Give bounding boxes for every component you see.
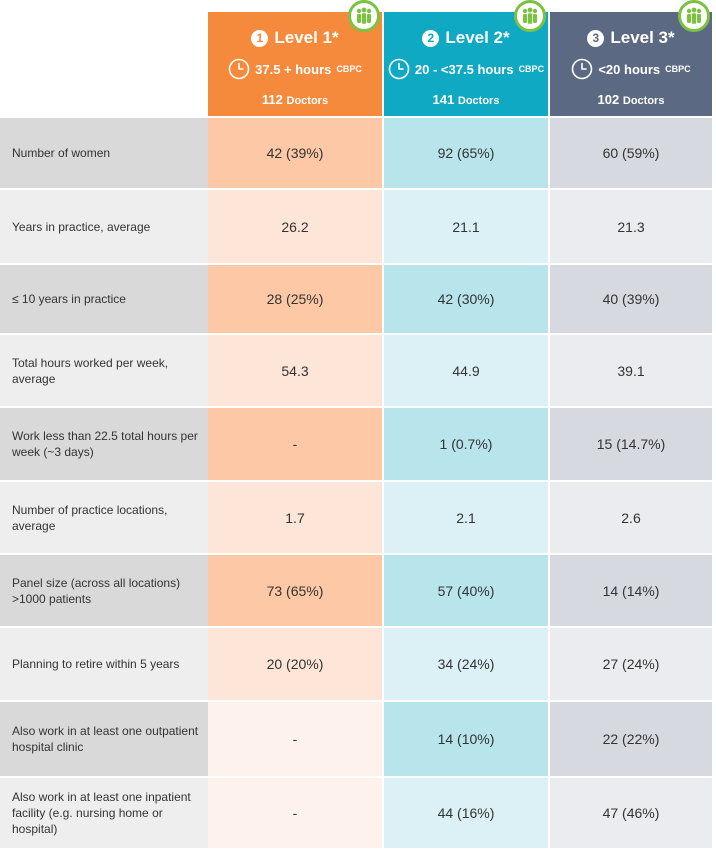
level-label: Level 1* [274,28,339,47]
row-label: Panel size (across all locations) >1000 … [0,555,208,626]
level-number-badge: 3 [587,29,605,47]
level-number-badge: 2 [422,29,440,47]
table-row: ≤ 10 years in practice 28 (25%) 42 (30%) 40… [0,265,716,333]
value-cell: 39.1 [550,335,712,406]
row-label: Total hours worked per week, average [0,335,208,406]
table-row: Also work in at least one inpatient faci… [0,778,716,848]
hours-text: 20 - <37.5 hours [414,61,514,77]
value-cell: 14 (10%) [384,702,548,776]
level-label: Level 3* [610,28,675,47]
clock-icon [228,58,250,80]
column-header-level-1: 1 Level 1* 37.5 + hours CBPC 112 Doctors [208,0,382,116]
value-cell: 42 (30%) [384,265,548,333]
value-cell: 14 (14%) [550,555,712,626]
doctor-count-label: Doctors [286,95,329,107]
level-title: 3 Level 3* [550,28,712,48]
table-row: Number of women 42 (39%) 92 (65%) 60 (59%) [0,118,716,188]
value-cell: 21.3 [550,190,712,263]
level-number-badge: 1 [251,29,269,47]
hours-range: 37.5 + hours CBPC [208,58,382,80]
people-group-icon [514,0,546,32]
doctor-count: 141 Doctors [384,92,548,107]
people-group-icon [678,0,710,32]
value-cell: 57 (40%) [384,555,548,626]
column-header-level-2: 2 Level 2* 20 - <37.5 hours CBPC 141 Doctors [384,0,548,116]
value-cell: - [208,702,382,776]
hours-unit: CBPC [518,64,545,74]
table-row: Work less than 22.5 total hours per week… [0,408,716,480]
table-row: Years in practice, average 26.2 21.1 21.3 [0,190,716,263]
value-cell: 15 (14.7%) [550,408,712,480]
row-label: Also work in at least one inpatient faci… [0,778,208,848]
row-label: Also work in at least one outpatient hos… [0,702,208,776]
value-cell: 1 (0.7%) [384,408,548,480]
value-cell: 27 (24%) [550,628,712,700]
value-cell: 22 (22%) [550,702,712,776]
hours-text: 37.5 + hours [255,61,332,77]
row-label: Number of practice locations, average [0,482,208,553]
value-cell: 34 (24%) [384,628,548,700]
hours-range: <20 hours CBPC [550,58,712,80]
doctor-count-label: Doctors [457,95,500,107]
row-label: ≤ 10 years in practice [0,265,208,333]
doctor-count-number: 112 [261,92,283,107]
value-cell: 44 (16%) [384,778,548,848]
doctor-count: 112 Doctors [208,92,382,107]
level-label: Level 2* [445,28,510,47]
hours-text: <20 hours [598,61,661,77]
column-header-level-3: 3 Level 3* <20 hours CBPC 102 Doctors [550,0,712,116]
value-cell: 2.6 [550,482,712,553]
value-cell: 44.9 [384,335,548,406]
people-group-icon [348,0,380,32]
row-label: Work less than 22.5 total hours per week… [0,408,208,480]
value-cell: 21.1 [384,190,548,263]
value-cell: 2.1 [384,482,548,553]
doctor-count-number: 141 [432,92,455,107]
table-row: Number of practice locations, average 1.7… [0,482,716,553]
value-cell: - [208,778,382,848]
row-label: Number of women [0,118,208,188]
table-row: Panel size (across all locations) >1000 … [0,555,716,626]
value-cell: 54.3 [208,335,382,406]
clock-icon [572,58,593,80]
hours-range: 20 - <37.5 hours CBPC [384,58,548,80]
doctor-count-label: Doctors [622,95,665,107]
value-cell: 20 (20%) [208,628,382,700]
doctor-count-number: 102 [597,92,620,107]
level-title: 2 Level 2* [384,28,548,48]
doctor-count: 102 Doctors [550,92,712,107]
value-cell: 42 (39%) [208,118,382,188]
value-cell: - [208,408,382,480]
value-cell: 60 (59%) [550,118,712,188]
value-cell: 92 (65%) [384,118,548,188]
value-cell: 1.7 [208,482,382,553]
value-cell: 28 (25%) [208,265,382,333]
value-cell: 40 (39%) [550,265,712,333]
row-label: Years in practice, average [0,190,208,263]
value-cell: 47 (46%) [550,778,712,848]
value-cell: 26.2 [208,190,382,263]
value-cell: 73 (65%) [208,555,382,626]
table-row: Planning to retire within 5 years 20 (20%… [0,628,716,700]
level-title: 1 Level 1* [208,28,382,48]
table-row: Total hours worked per week, average 54.3… [0,335,716,406]
clock-icon [388,58,410,80]
row-label: Planning to retire within 5 years [0,628,208,700]
hours-unit: CBPC [665,64,691,74]
table-row: Also work in at least one outpatient hos… [0,702,716,776]
hours-unit: CBPC [336,64,362,74]
